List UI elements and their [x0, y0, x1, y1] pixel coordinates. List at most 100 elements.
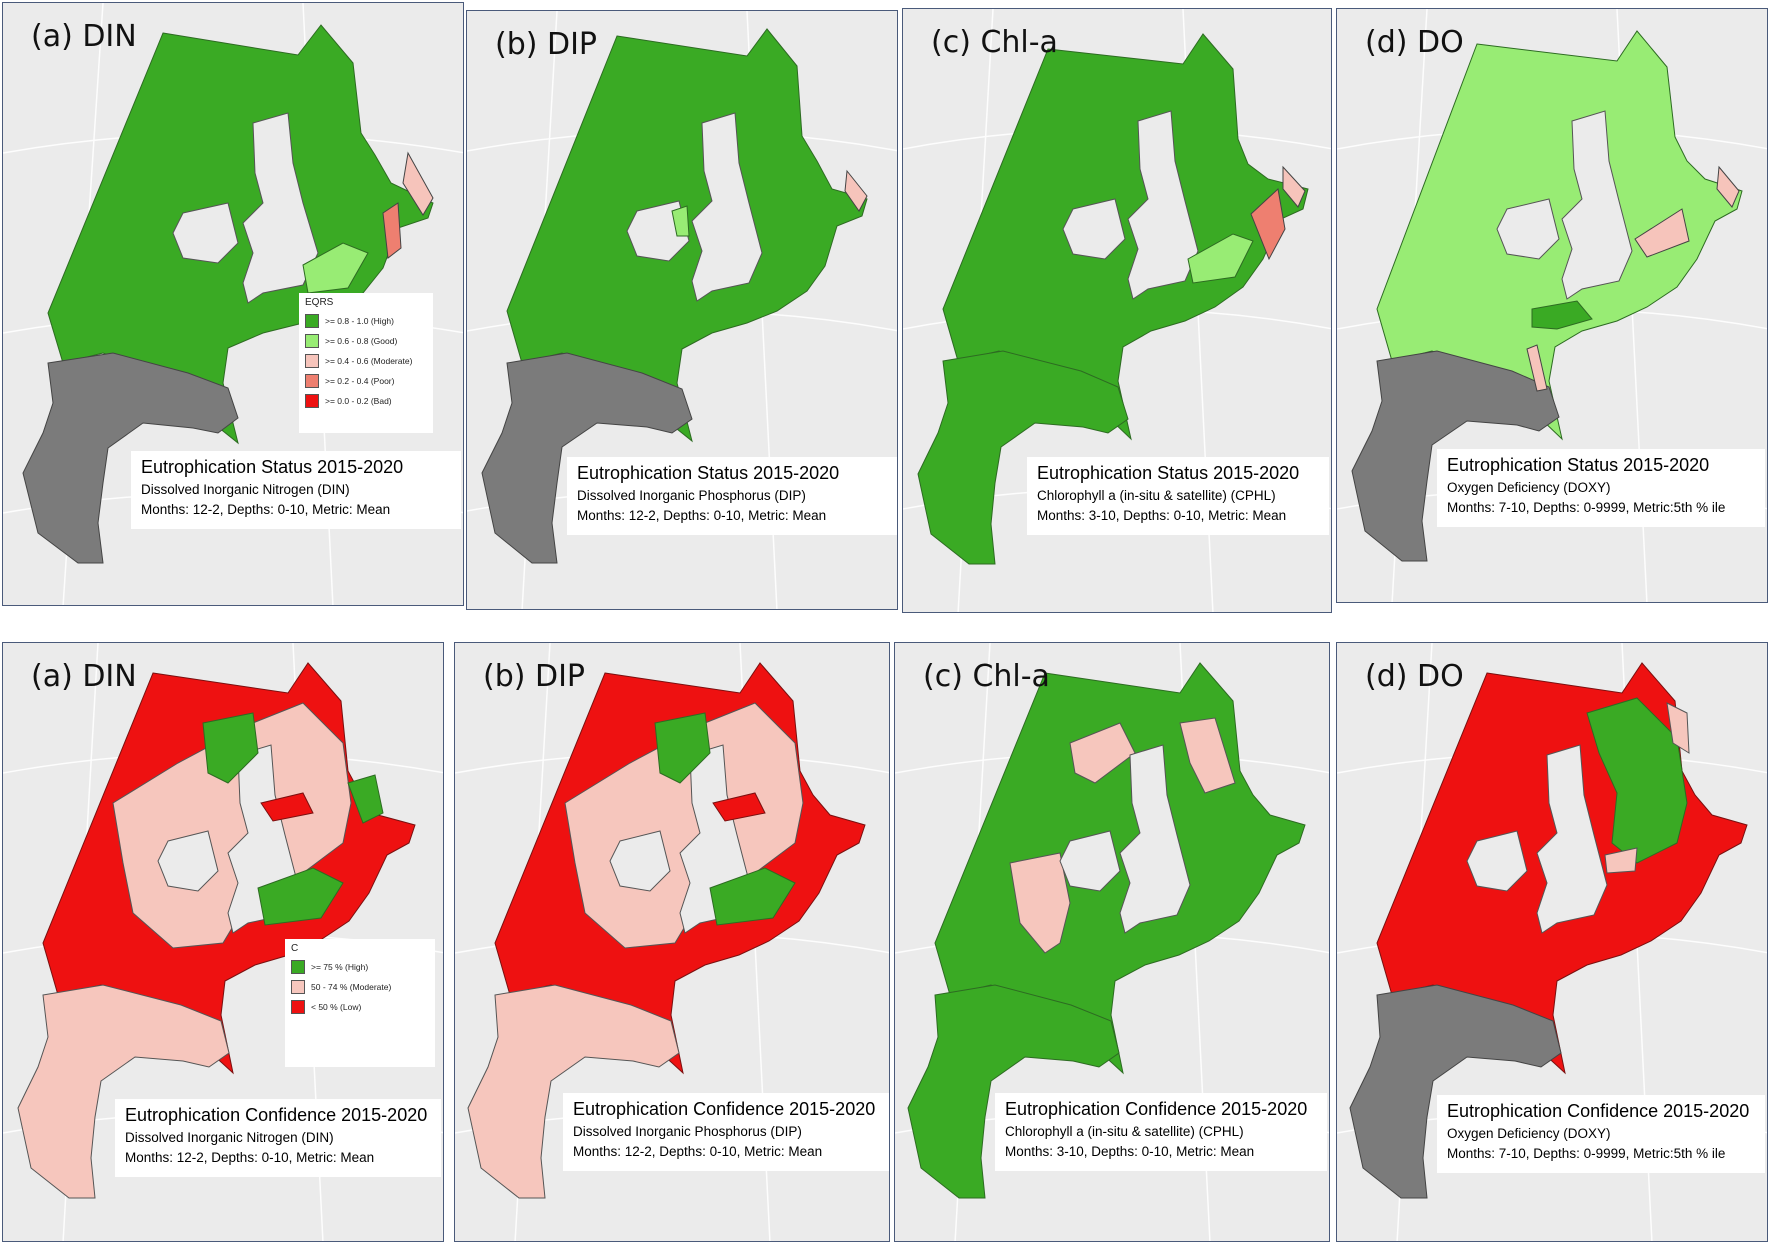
legend-swatch — [305, 374, 319, 388]
dip-status-map — [467, 11, 897, 609]
do-confidence-map — [1337, 643, 1767, 1241]
infobox-parameter: Dissolved Inorganic Nitrogen (DIN) — [125, 1130, 334, 1145]
moderate-zone — [844, 169, 868, 212]
infobox-details: Months: 12-2, Depths: 0-10, Metric: Mean — [141, 502, 391, 518]
legend-item: >= 0.0 - 0.2 (Bad) — [305, 391, 427, 411]
legend-swatch — [305, 394, 319, 408]
chla-confidence-map — [895, 643, 1329, 1241]
legend-swatch — [305, 314, 319, 328]
land-britain — [1561, 110, 1633, 300]
legend-label: >= 0.6 - 0.8 (Good) — [325, 336, 398, 346]
chla-status-map — [903, 9, 1331, 612]
map-panel-do-confidence: (d) DO Eutrophication Confidence 2015-20… — [1336, 642, 1768, 1242]
poor-zone — [382, 202, 402, 259]
infobox-parameter: Oxygen Deficiency (DOXY) — [1447, 480, 1611, 495]
land-ireland — [172, 202, 239, 264]
legend-title: C — [291, 943, 299, 954]
moderate-zone-west — [1009, 852, 1071, 954]
good-zone — [671, 205, 690, 237]
infobox-heading: Eutrophication Status 2015-2020 — [1037, 463, 1300, 483]
legend-label: < 50 % (Low) — [311, 1002, 362, 1012]
legend-swatch — [291, 960, 305, 974]
infobox-heading: Eutrophication Confidence 2015-2020 — [1447, 1101, 1750, 1121]
legend-label: >= 0.4 - 0.6 (Moderate) — [325, 356, 413, 366]
panel-label: (d) DO — [1365, 25, 1464, 60]
land-britain — [242, 112, 319, 304]
map-panel-din-status: (a) DIN EQRS >= 0.8 - 1.0 (High) >= 0.6 … — [2, 2, 464, 606]
gray-coast-region — [481, 352, 693, 564]
moderate-zone — [1634, 208, 1690, 258]
map-infobox: Eutrophication Confidence 2015-2020 Chlo… — [995, 1093, 1327, 1171]
map-panel-chla-status: (c) Chl-a Eutrophication Status 2015-202… — [902, 8, 1332, 613]
do-status-map — [1337, 9, 1767, 602]
legend-label: >= 75 % (High) — [311, 962, 369, 972]
land-britain — [1536, 744, 1608, 934]
infobox-details: Months: 7-10, Depths: 0-9999, Metric:5th… — [1447, 500, 1726, 516]
coastal-moderate-region — [467, 984, 680, 1199]
low-zone — [260, 792, 314, 822]
high-zone-north-sea — [1586, 697, 1688, 864]
infobox-details: Months: 12-2, Depths: 0-10, Metric: Mean — [573, 1144, 823, 1160]
land-ireland — [1466, 830, 1528, 892]
map-panel-dip-confidence: (b) DIP Eutrophication Confidence 2015-2… — [454, 642, 890, 1242]
legend-swatch — [291, 980, 305, 994]
good-zone — [1187, 233, 1254, 284]
high-zone-east — [347, 774, 384, 824]
gray-coast-region — [22, 352, 239, 564]
map-infobox: Eutrophication Status 2015-2020 Chloroph… — [1027, 457, 1329, 535]
map-infobox: Eutrophication Status 2015-2020 Oxygen D… — [1437, 449, 1765, 527]
legend-item: >= 0.4 - 0.6 (Moderate) — [305, 351, 427, 371]
infobox-heading: Eutrophication Confidence 2015-2020 — [125, 1105, 428, 1125]
land-britain — [1119, 744, 1191, 934]
high-zone-channel — [709, 867, 796, 926]
panel-label: (d) DO — [1365, 659, 1464, 694]
infobox-parameter: Dissolved Inorganic Phosphorus (DIP) — [577, 488, 806, 503]
legend-swatch — [291, 1000, 305, 1014]
panel-label: (a) DIN — [31, 659, 137, 694]
legend-swatch — [305, 354, 319, 368]
moderate-zone-east — [1179, 717, 1236, 794]
map-panel-chla-confidence: (c) Chl-a Eutrophication Confidence 2015… — [894, 642, 1330, 1242]
din-confidence-map — [3, 643, 443, 1241]
legend-status: EQRS >= 0.8 - 1.0 (High) >= 0.6 - 0.8 (G… — [299, 293, 433, 433]
infobox-parameter: Chlorophyll a (in-situ & satellite) (CPH… — [1037, 488, 1276, 503]
legend-label: >= 0.0 - 0.2 (Bad) — [325, 396, 392, 406]
infobox-details: Months: 12-2, Depths: 0-10, Metric: Mean — [125, 1150, 375, 1166]
panel-label: (c) Chl-a — [923, 659, 1050, 694]
legend-label: >= 0.2 - 0.4 (Poor) — [325, 376, 395, 386]
legend-label: >= 0.8 - 1.0 (High) — [325, 316, 394, 326]
infobox-heading: Eutrophication Confidence 2015-2020 — [573, 1099, 876, 1119]
land-ireland — [157, 830, 219, 892]
high-zone-scotland — [654, 712, 711, 784]
moderate-zone — [1282, 165, 1306, 208]
poor-zone — [1250, 188, 1286, 261]
legend-title: EQRS — [305, 297, 334, 308]
map-panel-dip-status: (b) DIP Eutrophication Status 2015-2020 … — [466, 10, 898, 610]
map-infobox: Eutrophication Confidence 2015-2020 Oxyg… — [1437, 1095, 1765, 1173]
map-infobox: Eutrophication Status 2015-2020 Dissolve… — [131, 451, 461, 529]
map-panel-din-confidence: (a) DIN C >= 75 % (High) 50 - 74 % (Mode… — [2, 642, 444, 1242]
gray-coast-region — [1349, 984, 1562, 1199]
coastal-region — [917, 350, 1129, 565]
moderate-zone-east — [1666, 702, 1690, 754]
legend-swatch — [305, 334, 319, 348]
low-zone — [712, 792, 766, 822]
infobox-details: Months: 3-10, Depths: 0-10, Metric: Mean — [1037, 508, 1287, 524]
infobox-heading: Eutrophication Status 2015-2020 — [577, 463, 840, 483]
high-zone-scotland — [202, 712, 259, 784]
coastal-region — [907, 984, 1120, 1199]
map-infobox: Eutrophication Status 2015-2020 Dissolve… — [567, 457, 897, 535]
legend-item: >= 0.8 - 1.0 (High) — [305, 311, 427, 331]
panel-label: (a) DIN — [31, 19, 137, 54]
moderate-zone-north — [1069, 722, 1136, 784]
map-panel-do-status: (d) DO Eutrophication Status 2015-2020 O… — [1336, 8, 1768, 603]
map-infobox: Eutrophication Confidence 2015-2020 Diss… — [115, 1099, 441, 1177]
infobox-heading: Eutrophication Status 2015-2020 — [1447, 455, 1710, 475]
infobox-heading: Eutrophication Status 2015-2020 — [141, 457, 404, 477]
infobox-parameter: Oxygen Deficiency (DOXY) — [1447, 1126, 1611, 1141]
land-ireland — [1062, 198, 1126, 260]
infobox-details: Months: 3-10, Depths: 0-10, Metric: Mean — [1005, 1144, 1255, 1160]
land-britain — [1127, 110, 1199, 300]
legend-confidence: C >= 75 % (High) 50 - 74 % (Moderate) < … — [285, 939, 435, 1067]
moderate-zone-south — [1526, 344, 1548, 392]
